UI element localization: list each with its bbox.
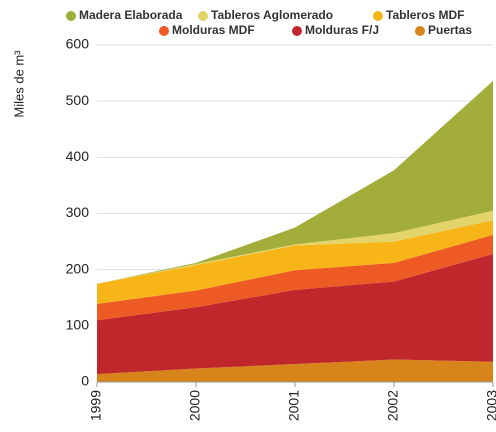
legend-marker [159,26,169,36]
y-tick-label: 200 [66,260,90,276]
legend-marker [415,26,425,36]
area [97,253,493,375]
area [97,220,493,304]
area [97,359,493,382]
y-axis-label: Miles de m³ [11,50,26,118]
legend-marker [198,11,208,21]
x-tick-label: 2003 [484,390,496,421]
area [97,80,493,284]
x-tick-label: 2000 [187,390,203,421]
legend-label: Tableros MDF [386,8,464,22]
y-tick-label: 100 [66,317,90,333]
legend-marker [292,26,302,36]
legend-label: Puertas [428,23,472,37]
legend-label: Tableros Aglomerado [211,8,333,22]
y-tick-label: 500 [66,92,90,108]
area [97,234,493,321]
y-tick-label: 0 [81,373,89,389]
legend-label: Madera Elaborada [79,8,183,22]
x-tick-label: 2002 [385,390,401,421]
legend-label: Molduras F/J [305,23,379,37]
y-tick-label: 400 [66,148,90,164]
legend-marker [373,11,383,21]
x-tick-label: 2001 [286,390,302,421]
legend-marker [66,11,76,21]
x-tick-label: 1999 [88,390,104,421]
legend-label: Molduras MDF [172,23,255,37]
y-tick-label: 300 [66,204,90,220]
y-tick-label: 600 [66,36,90,52]
